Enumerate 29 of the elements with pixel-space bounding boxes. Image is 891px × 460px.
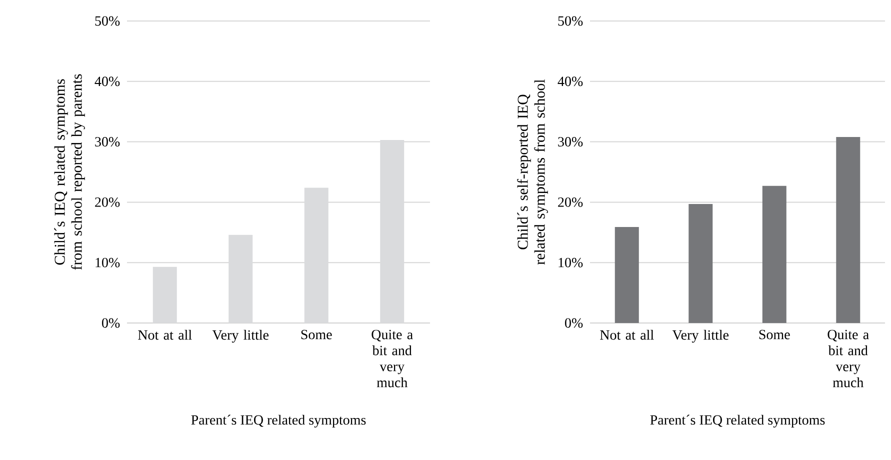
y-tick-label: 20% (558, 197, 583, 207)
y-tick-label: 10% (96, 258, 120, 268)
bar (688, 204, 713, 323)
y-tick-label: 20% (95, 197, 120, 207)
y-tick-label: 30% (95, 137, 120, 147)
y-tick-label: 0% (102, 318, 120, 328)
y-tick-label: 40% (94, 76, 120, 86)
x-tick-label: Some (759, 330, 790, 340)
x-tick-label: Not at all (138, 330, 192, 340)
y-tick-label: 40% (558, 76, 583, 86)
x-axis-title: Parent´s IEQ related symptoms (650, 414, 825, 428)
bar (614, 226, 639, 323)
y-tick-label: 50% (95, 16, 120, 26)
x-tick-label: Quite a bit and very much (372, 330, 413, 388)
x-axis-title: Parent´s IEQ related symptoms (191, 414, 366, 428)
x-tick-label: Very little (672, 330, 729, 343)
x-tick-label: Quite a bit and very much (828, 330, 869, 388)
bar (152, 266, 177, 323)
y-axis-title: Child´s self-reported IEQ related symptoms from school (517, 79, 548, 265)
bar (836, 136, 860, 323)
y-tick-label: 50% (558, 16, 583, 26)
y-axis-title: Child´s IEQ related symptoms from school reported by parents (54, 74, 85, 270)
x-tick-label: Very little (212, 330, 269, 343)
bar (762, 186, 786, 323)
y-tick-label: 30% (558, 137, 583, 147)
y-tick-label: 0% (565, 318, 583, 328)
x-tick-label: Not at all (600, 330, 654, 340)
y-tick-label: 10% (558, 258, 583, 268)
x-tick-label: Some (301, 330, 332, 340)
